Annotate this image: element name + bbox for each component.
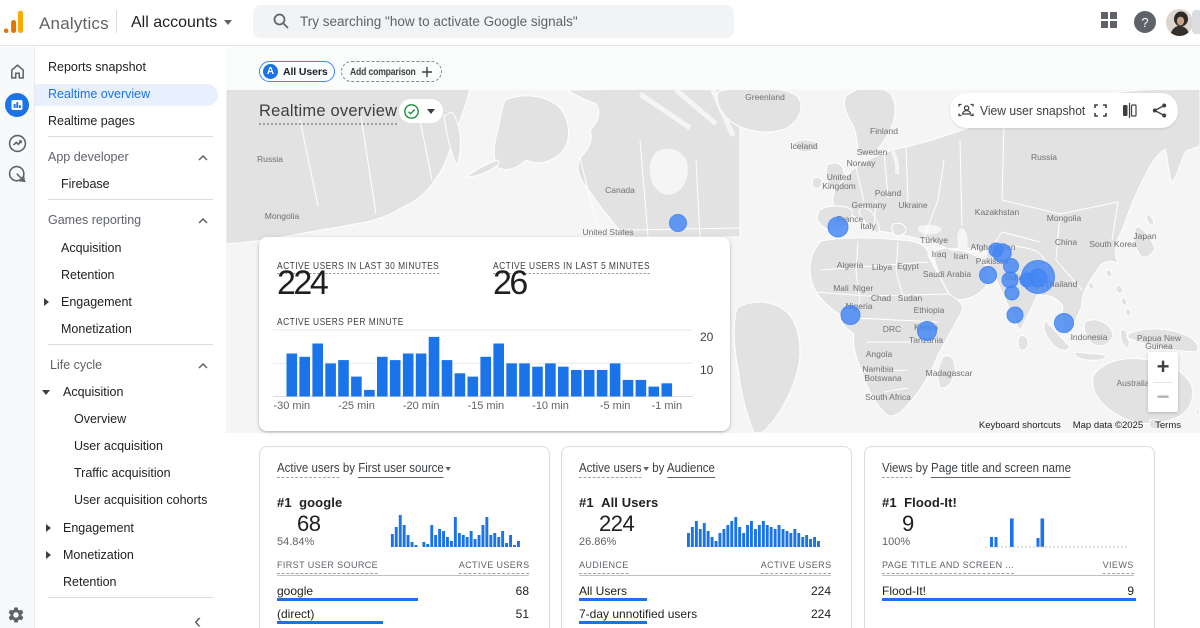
svg-text:Canada: Canada	[605, 185, 635, 195]
svg-text:Sudan: Sudan	[898, 293, 923, 303]
svg-text:Kazakhstan: Kazakhstan	[975, 207, 1020, 217]
svg-text:Libya: Libya	[872, 262, 893, 272]
svg-text:DRC: DRC	[883, 324, 901, 334]
svg-text:-20 min: -20 min	[403, 400, 440, 412]
svg-text:Iraq: Iraq	[932, 249, 947, 259]
svg-text:Ukraine: Ukraine	[898, 200, 928, 210]
svg-text:Sweden: Sweden	[857, 147, 888, 157]
svg-text:10: 10	[700, 363, 714, 377]
svg-text:Ethiopia: Ethiopia	[914, 305, 945, 315]
svg-text:Thailand: Thailand	[1045, 279, 1078, 289]
svg-text:-10 min: -10 min	[532, 400, 569, 412]
svg-text:Australia: Australia	[1116, 378, 1149, 388]
svg-text:Iceland: Iceland	[790, 141, 818, 151]
svg-text:Indonesia: Indonesia	[1071, 332, 1108, 342]
svg-text:?: ?	[1141, 15, 1148, 30]
svg-text:Chad: Chad	[871, 293, 892, 303]
svg-text:-25 min: -25 min	[338, 400, 375, 412]
svg-text:France: France	[837, 214, 864, 224]
svg-text:Papua New: Papua New	[1137, 333, 1182, 343]
svg-text:Türkiye: Türkiye	[920, 235, 948, 245]
svg-text:Germany: Germany	[852, 200, 888, 210]
svg-text:Egypt: Egypt	[897, 261, 919, 271]
svg-text:South Africa: South Africa	[865, 392, 911, 402]
svg-text:United: United	[827, 172, 852, 182]
svg-text:Guinea: Guinea	[1145, 341, 1173, 351]
svg-text:Mali: Mali	[833, 283, 849, 293]
svg-text:-5 min: -5 min	[600, 400, 631, 412]
svg-text:Saudi Arabia: Saudi Arabia	[923, 269, 971, 279]
svg-text:Namibia: Namibia	[862, 364, 893, 374]
svg-text:Italy: Italy	[860, 221, 876, 231]
svg-text:Finland: Finland	[870, 126, 898, 136]
svg-text:-1 min: -1 min	[652, 400, 683, 412]
svg-text:Niger: Niger	[853, 283, 873, 293]
svg-text:20: 20	[700, 330, 714, 344]
svg-text:-30 min: -30 min	[273, 400, 310, 412]
svg-text:Norway: Norway	[847, 158, 877, 168]
svg-text:Nigeria: Nigeria	[846, 301, 873, 311]
svg-text:Greenland: Greenland	[745, 92, 785, 102]
svg-text:Russia: Russia	[1031, 152, 1057, 162]
svg-text:-15 min: -15 min	[467, 400, 504, 412]
svg-text:Pakistan: Pakistan	[976, 256, 1009, 266]
svg-text:Mongolia: Mongolia	[265, 211, 300, 221]
svg-text:South Korea: South Korea	[1089, 239, 1137, 249]
svg-text:United States: United States	[582, 227, 633, 237]
svg-text:Iran: Iran	[954, 251, 969, 261]
svg-text:Botswana: Botswana	[864, 373, 902, 383]
svg-text:Kingdom: Kingdom	[822, 181, 856, 191]
svg-text:Poland: Poland	[875, 188, 902, 198]
svg-text:Mongolia: Mongolia	[1047, 213, 1082, 223]
svg-text:China: China	[1055, 237, 1077, 247]
svg-text:Madagascar: Madagascar	[926, 368, 973, 378]
svg-text:Angola: Angola	[866, 349, 893, 359]
svg-text:Algeria: Algeria	[837, 260, 864, 270]
svg-text:Japan: Japan	[1133, 231, 1156, 241]
svg-text:Russia: Russia	[257, 154, 283, 164]
